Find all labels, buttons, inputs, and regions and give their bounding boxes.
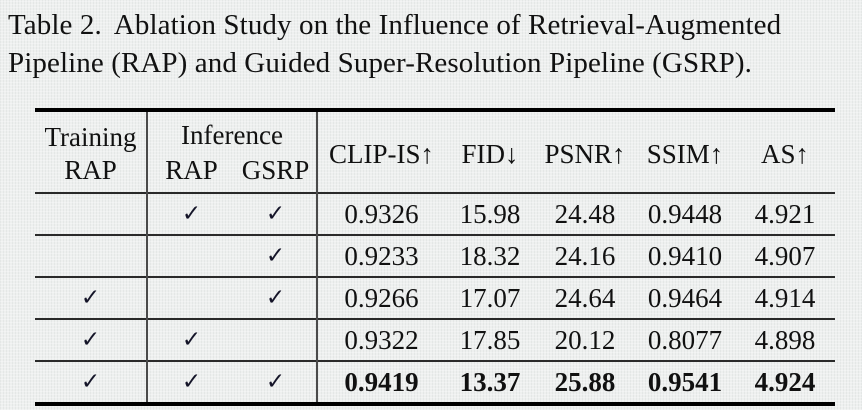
header-inference-rap: RAP	[165, 154, 218, 185]
header-ssim: SSIM↑	[646, 138, 724, 169]
cell-as: 4.898	[754, 324, 816, 355]
caption-line-1: Table 2. Ablation Study on the Influence …	[8, 6, 858, 44]
cell-ssim: 0.9541	[647, 366, 723, 397]
cell-inference-rap-check: ✓	[181, 327, 202, 353]
cell-clip-is: 0.9419	[344, 366, 419, 397]
cell-psnr: 24.16	[554, 240, 616, 271]
cell-inference-rap-check	[147, 277, 235, 319]
cell-fid: 17.85	[459, 324, 521, 355]
cell-inference-rap-check: ✓	[181, 369, 202, 395]
table-row: ✓ ✓ 0.9322 17.85 20.12 0.8077 4.898	[35, 319, 836, 361]
header-training-rap: Training RAP	[35, 110, 148, 193]
cell-clip-is: 0.9326	[344, 198, 419, 229]
cell-inference-gsrp-check	[235, 319, 319, 361]
cell-inference-gsrp-check: ✓	[235, 193, 319, 235]
table-row: ✓ ✓ 0.9326 15.98 24.48 0.9448 4.921	[35, 193, 835, 235]
cell-fid: 17.07	[459, 282, 521, 313]
cell-inference-rap-check: ✓	[181, 201, 202, 227]
cell-psnr: 25.88	[554, 366, 616, 397]
cell-training-rap-check: ✓	[35, 319, 148, 361]
cell-fid: 15.98	[459, 198, 521, 229]
caption-label: Table 2.	[8, 9, 102, 41]
cell-training-rap-check: ✓	[35, 361, 148, 404]
header-inference-group: Inference	[147, 110, 319, 154]
table-body: ✓ ✓ 0.9326 15.98 24.48 0.9448 4.921 ✓ 0.…	[35, 193, 836, 404]
table-row: ✓ 0.9233 18.32 24.16 0.9410 4.907	[35, 235, 836, 277]
cell-inference-gsrp-check: ✓	[235, 277, 319, 319]
cell-ssim: 0.8077	[647, 324, 723, 355]
cell-training-rap-check	[35, 193, 148, 235]
header-fid: FID↓	[461, 138, 519, 169]
cell-as: 4.924	[754, 366, 816, 397]
cell-as: 4.921	[754, 198, 816, 229]
cell-fid: 18.32	[459, 240, 521, 271]
table-caption: Table 2. Ablation Study on the Influence …	[8, 6, 858, 82]
table-container: Training RAP Inference CLIP-IS↑ FID↓ PSN…	[35, 108, 858, 406]
header-clip-is: CLIP-IS↑	[329, 138, 435, 169]
cell-ssim: 0.9464	[647, 282, 723, 313]
cell-clip-is: 0.9233	[344, 240, 419, 271]
cell-ssim: 0.9448	[647, 198, 723, 229]
cell-ssim: 0.9410	[647, 240, 723, 271]
cell-training-rap-check	[35, 235, 148, 277]
cell-training-rap-check: ✓	[35, 277, 148, 319]
cell-as: 4.914	[754, 282, 816, 313]
table-header: Training RAP Inference CLIP-IS↑ FID↓ PSN…	[35, 110, 836, 193]
cell-psnr: 24.64	[554, 282, 616, 313]
cell-inference-rap-check	[147, 235, 235, 277]
header-training-line1: Training	[44, 122, 137, 152]
cell-inference-gsrp-check: ✓	[235, 361, 319, 404]
header-psnr: PSNR↑	[544, 138, 626, 169]
ablation-table: Training RAP Inference CLIP-IS↑ FID↓ PSN…	[35, 108, 836, 406]
header-as: AS↑	[761, 138, 810, 169]
table-row: ✓ ✓ 0.9266 17.07 24.64 0.9464 4.914	[35, 277, 836, 319]
cell-psnr: 20.12	[554, 324, 616, 355]
cell-clip-is: 0.9266	[344, 282, 419, 313]
header-training-line2: RAP	[64, 155, 117, 185]
cell-inference-gsrp-check: ✓	[235, 235, 319, 277]
cell-fid: 13.37	[459, 366, 521, 397]
header-inference-gsrp: GSRP	[235, 154, 319, 193]
caption-text-line1: Ablation Study on the Influence of Retri…	[113, 9, 782, 41]
caption-line-2: Pipeline (RAP) and Guided Super-Resoluti…	[8, 47, 752, 79]
cell-as: 4.907	[754, 240, 816, 271]
table-row: ✓ ✓ ✓ 0.9419 13.37 25.88 0.9541 4.924	[35, 361, 836, 404]
cell-clip-is: 0.9322	[344, 324, 419, 355]
cell-psnr: 24.48	[554, 198, 616, 229]
